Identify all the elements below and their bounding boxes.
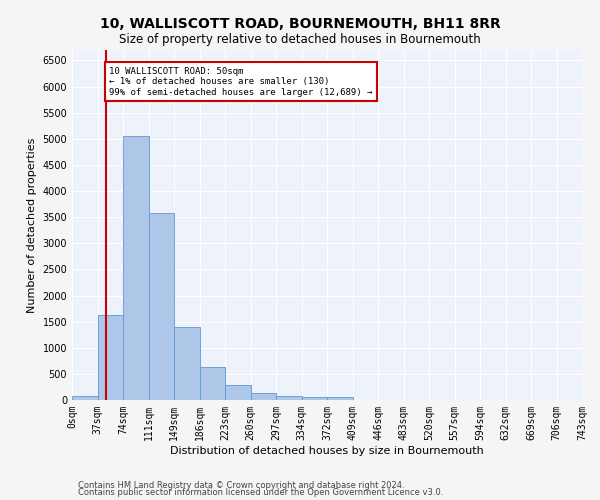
Bar <box>97 315 123 400</box>
Bar <box>276 396 302 400</box>
Bar <box>72 396 97 400</box>
Bar <box>174 327 199 400</box>
Bar <box>225 385 251 400</box>
X-axis label: Distribution of detached houses by size in Bournemouth: Distribution of detached houses by size … <box>170 446 484 456</box>
Text: 10 WALLISCOTT ROAD: 50sqm
← 1% of detached houses are smaller (130)
99% of semi-: 10 WALLISCOTT ROAD: 50sqm ← 1% of detach… <box>109 66 373 96</box>
Bar <box>302 396 327 400</box>
Bar <box>251 392 276 400</box>
Bar <box>199 368 225 400</box>
Text: 10, WALLISCOTT ROAD, BOURNEMOUTH, BH11 8RR: 10, WALLISCOTT ROAD, BOURNEMOUTH, BH11 8… <box>100 18 500 32</box>
Bar <box>327 396 353 400</box>
Y-axis label: Number of detached properties: Number of detached properties <box>27 138 37 312</box>
Text: Contains HM Land Registry data © Crown copyright and database right 2024.: Contains HM Land Registry data © Crown c… <box>78 480 404 490</box>
Bar <box>149 213 174 400</box>
Bar <box>123 136 149 400</box>
Text: Size of property relative to detached houses in Bournemouth: Size of property relative to detached ho… <box>119 32 481 46</box>
Text: Contains public sector information licensed under the Open Government Licence v3: Contains public sector information licen… <box>78 488 443 497</box>
